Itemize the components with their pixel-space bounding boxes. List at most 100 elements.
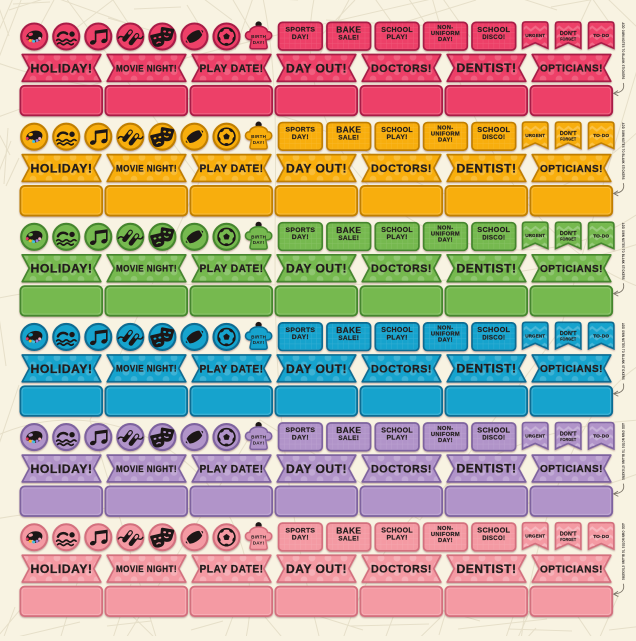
svg-text:HOLIDAY!: HOLIDAY!	[31, 262, 93, 276]
svg-text:UNIFORM: UNIFORM	[431, 332, 460, 338]
svg-text:DISCO!: DISCO!	[482, 334, 505, 341]
svg-text:SPORTS: SPORTS	[286, 227, 316, 234]
svg-text:BIRTH: BIRTH	[251, 334, 267, 339]
svg-text:SCHOOL: SCHOOL	[477, 325, 510, 334]
svg-text:DISCO!: DISCO!	[482, 234, 505, 241]
svg-text:DOCTORS!: DOCTORS!	[371, 163, 432, 175]
svg-text:SCHOOL: SCHOOL	[477, 526, 510, 535]
svg-text:DON'T: DON'T	[560, 231, 578, 237]
svg-text:SCHOOL: SCHOOL	[381, 127, 413, 134]
svg-text:DAY!: DAY!	[438, 538, 453, 544]
svg-text:SPORTS: SPORTS	[286, 427, 316, 434]
svg-text:SCHOOL: SCHOOL	[381, 27, 413, 34]
svg-text:DOCTORS!: DOCTORS!	[371, 463, 432, 475]
svg-text:NON-: NON-	[437, 25, 453, 31]
svg-text:URGENT: URGENT	[525, 133, 545, 138]
svg-text:PLAY!: PLAY!	[386, 34, 407, 41]
svg-text:HOLIDAY!: HOLIDAY!	[31, 162, 93, 176]
svg-text:TO-DO: TO-DO	[593, 33, 609, 38]
svg-text:DAY!: DAY!	[292, 134, 309, 141]
svg-text:DENTIST!: DENTIST!	[457, 362, 517, 376]
svg-text:DAY!: DAY!	[292, 535, 309, 542]
svg-text:DAY OUT!: DAY OUT!	[286, 161, 347, 175]
svg-text:DENTIST!: DENTIST!	[457, 261, 517, 275]
svg-text:PLAY DATE!: PLAY DATE!	[200, 263, 264, 275]
svg-text:URGENT: URGENT	[525, 333, 545, 338]
svg-text:MOVIE NIGHT!: MOVIE NIGHT!	[116, 363, 177, 374]
svg-text:HOLIDAY!: HOLIDAY!	[31, 562, 93, 576]
svg-text:DISCO!: DISCO!	[482, 435, 505, 442]
svg-text:SALE!: SALE!	[338, 235, 359, 242]
svg-text:DAY!: DAY!	[253, 240, 265, 245]
svg-text:SCHOOL: SCHOOL	[381, 227, 413, 234]
svg-text:PLAY DATE!: PLAY DATE!	[200, 463, 264, 475]
svg-text:SPORTS: SPORTS	[286, 527, 316, 534]
svg-text:DOCTORS!: DOCTORS!	[371, 263, 432, 275]
svg-text:OPTICIANS!: OPTICIANS!	[540, 564, 603, 575]
svg-text:SCHOOL: SCHOOL	[381, 528, 413, 535]
svg-text:DENTIST!: DENTIST!	[457, 161, 517, 175]
svg-text:DOCTORS!: DOCTORS!	[371, 564, 432, 576]
svg-text:DAY!: DAY!	[292, 334, 309, 341]
svg-text:DAY!: DAY!	[253, 140, 265, 145]
svg-text:BAKE: BAKE	[336, 525, 361, 535]
svg-text:FORGET: FORGET	[560, 36, 576, 41]
svg-text:HOLIDAY!: HOLIDAY!	[31, 61, 93, 75]
svg-text:NON-: NON-	[437, 326, 453, 332]
svg-text:URGENT: URGENT	[525, 233, 545, 238]
svg-text:DON'T: DON'T	[560, 31, 578, 37]
svg-text:SCHOOL: SCHOOL	[477, 425, 510, 434]
svg-text:BIRTH: BIRTH	[251, 435, 267, 440]
svg-text:TO-DO: TO-DO	[593, 434, 609, 439]
svg-text:FORGET: FORGET	[560, 136, 576, 141]
svg-text:NON-: NON-	[437, 426, 453, 432]
svg-text:ADD OWN NOTES TO BLANK STICKER: ADD OWN NOTES TO BLANK STICKERS	[621, 223, 625, 280]
svg-text:SCHOOL: SCHOOL	[477, 125, 510, 134]
svg-text:NON-: NON-	[437, 226, 453, 232]
svg-text:FORGET: FORGET	[560, 537, 576, 542]
svg-text:PLAY!: PLAY!	[386, 134, 407, 141]
svg-text:UNIFORM: UNIFORM	[431, 532, 460, 538]
svg-text:DENTIST!: DENTIST!	[457, 61, 517, 75]
svg-text:PLAY!: PLAY!	[386, 234, 407, 241]
svg-text:DAY!: DAY!	[438, 338, 453, 344]
svg-text:OPTICIANS!: OPTICIANS!	[540, 164, 603, 175]
svg-text:OPTICIANS!: OPTICIANS!	[540, 364, 603, 375]
svg-text:ADD OWN NOTES TO BLANK STICKER: ADD OWN NOTES TO BLANK STICKERS	[621, 23, 625, 80]
svg-text:NON-: NON-	[437, 125, 453, 131]
svg-text:SCHOOL: SCHOOL	[477, 25, 510, 34]
svg-text:PLAY!: PLAY!	[386, 535, 407, 542]
svg-text:SCHOOL: SCHOOL	[477, 225, 510, 234]
svg-text:ADD OWN NOTES TO BLANK STICKER: ADD OWN NOTES TO BLANK STICKERS	[621, 423, 625, 480]
svg-text:OPTICIANS!: OPTICIANS!	[540, 464, 603, 475]
svg-text:SPORTS: SPORTS	[286, 327, 316, 334]
svg-text:DAY!: DAY!	[438, 238, 453, 244]
svg-text:PLAY DATE!: PLAY DATE!	[200, 363, 264, 375]
svg-text:DAY!: DAY!	[292, 234, 309, 241]
svg-text:TO-DO: TO-DO	[593, 133, 609, 138]
svg-text:NON-: NON-	[437, 526, 453, 532]
svg-text:DAY!: DAY!	[253, 440, 265, 445]
svg-text:FORGET: FORGET	[560, 337, 576, 342]
svg-text:DON'T: DON'T	[560, 431, 578, 437]
svg-text:TO-DO: TO-DO	[593, 333, 609, 338]
svg-text:UNIFORM: UNIFORM	[431, 31, 460, 37]
svg-text:DISCO!: DISCO!	[482, 134, 505, 141]
svg-text:DON'T: DON'T	[560, 331, 578, 337]
svg-text:PLAY!: PLAY!	[386, 435, 407, 442]
svg-text:PLAY DATE!: PLAY DATE!	[200, 63, 264, 75]
svg-text:ADD OWN NOTES TO BLANK STICKER: ADD OWN NOTES TO BLANK STICKERS	[621, 523, 625, 580]
svg-text:BAKE: BAKE	[336, 325, 361, 335]
svg-text:DAY!: DAY!	[292, 34, 309, 41]
svg-text:DAY OUT!: DAY OUT!	[286, 562, 347, 576]
svg-text:MOVIE NIGHT!: MOVIE NIGHT!	[116, 563, 177, 574]
svg-text:DAY!: DAY!	[438, 37, 453, 43]
svg-text:SCHOOL: SCHOOL	[381, 327, 413, 334]
svg-text:PLAY!: PLAY!	[386, 334, 407, 341]
svg-text:DAY OUT!: DAY OUT!	[286, 262, 347, 276]
svg-text:DAY!: DAY!	[292, 434, 309, 441]
svg-text:DAY OUT!: DAY OUT!	[286, 61, 347, 75]
svg-text:ADD OWN NOTES TO BLANK STICKER: ADD OWN NOTES TO BLANK STICKERS	[621, 323, 625, 380]
svg-text:SPORTS: SPORTS	[286, 127, 316, 134]
svg-text:DISCO!: DISCO!	[482, 535, 505, 542]
